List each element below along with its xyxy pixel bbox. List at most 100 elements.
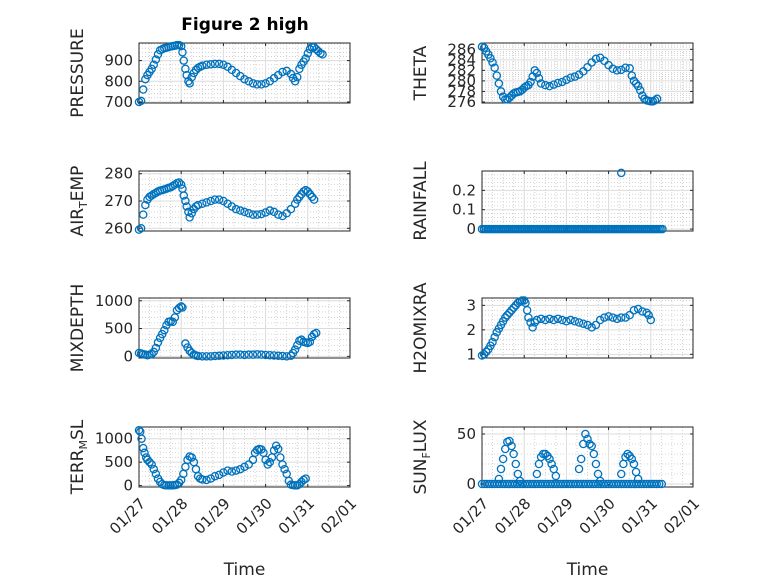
data-point <box>151 55 161 64</box>
y-tick-label: 50 <box>457 425 476 443</box>
data-point <box>566 315 575 325</box>
data-point <box>612 314 622 324</box>
data-point <box>305 44 315 54</box>
data-point <box>549 80 558 89</box>
data-point <box>625 64 634 73</box>
data-point <box>509 303 518 313</box>
data-point <box>274 210 283 219</box>
series-markers <box>134 40 327 107</box>
data-point <box>617 65 626 75</box>
y-tick-label: 282 <box>447 61 476 79</box>
data-point <box>282 352 291 361</box>
data-point <box>585 439 594 449</box>
data-point <box>492 71 502 80</box>
data-point <box>318 50 327 59</box>
y-axis-label: THETA <box>411 45 431 101</box>
data-point <box>168 181 178 191</box>
data-point <box>219 196 228 206</box>
data-point <box>252 80 262 89</box>
subplot-h2omixra: 1 2 3 H2OMIXRA <box>411 282 694 374</box>
y-axis-label: MIXDEPTH <box>68 284 88 373</box>
data-point <box>206 352 215 361</box>
data-point <box>557 77 567 87</box>
minor-grid <box>482 42 693 103</box>
data-point <box>248 210 258 219</box>
series-markers <box>134 178 319 234</box>
data-point <box>479 350 489 359</box>
data-point <box>219 60 228 69</box>
y-tick-label: 260 <box>104 219 133 237</box>
y-tick-label: 280 <box>447 72 476 90</box>
data-point <box>652 94 662 104</box>
data-point <box>297 335 306 344</box>
data-point <box>198 352 207 361</box>
data-point <box>505 436 514 446</box>
data-point <box>187 72 196 82</box>
data-point <box>295 64 304 74</box>
data-point <box>650 96 660 105</box>
data-point <box>583 434 592 444</box>
data-point <box>534 74 544 83</box>
y-axis-label-tail: LUX <box>411 419 431 452</box>
data-point <box>136 96 146 106</box>
data-point <box>202 60 211 69</box>
data-point <box>591 459 601 469</box>
data-point <box>145 457 154 467</box>
y-tick-label: 278 <box>447 82 476 100</box>
data-point <box>265 206 275 215</box>
y-axis-label-main: H2OMIXRA <box>411 282 431 373</box>
y-tick-label: 280 <box>104 165 133 183</box>
data-point <box>604 312 613 321</box>
data-point <box>581 429 590 439</box>
data-point <box>269 351 279 360</box>
data-point <box>627 71 637 80</box>
data-point <box>299 475 308 485</box>
data-point <box>490 332 499 342</box>
data-point <box>494 79 504 88</box>
y-axis-label-sub: T <box>77 201 90 209</box>
data-point <box>507 305 516 315</box>
data-point <box>579 67 588 76</box>
data-point <box>223 466 232 475</box>
y-axis-label: AIRTEMP <box>68 166 90 237</box>
data-point <box>541 80 550 90</box>
data-point <box>172 480 182 489</box>
subplot-pressure: 700 800 900 PRESSURE <box>68 28 351 118</box>
data-point <box>612 66 622 75</box>
data-point <box>151 469 161 479</box>
data-point <box>627 454 637 464</box>
data-point <box>642 308 651 317</box>
data-point <box>496 87 506 96</box>
data-point <box>174 303 184 313</box>
subplot-air_temp: 260 270 280 AIRTEMP <box>68 165 351 237</box>
y-axis-label: PRESSURE <box>68 28 88 117</box>
y-axis-label: H2OMIXRA <box>411 282 431 373</box>
data-point <box>589 449 599 459</box>
minor-grid <box>482 170 693 231</box>
data-point <box>145 192 154 202</box>
data-point <box>244 350 253 359</box>
data-point <box>153 50 163 59</box>
data-point <box>311 328 321 338</box>
data-point <box>657 479 667 489</box>
y-tick-label: 500 <box>104 453 133 471</box>
data-point <box>153 338 163 347</box>
data-point <box>608 64 618 74</box>
y-axis-label-sub: F <box>420 452 433 458</box>
data-point <box>545 454 554 464</box>
data-point <box>652 479 661 489</box>
data-point <box>290 199 300 208</box>
y-tick-label: 286 <box>447 40 476 58</box>
data-point <box>240 207 249 217</box>
data-point <box>176 302 186 311</box>
data-point <box>265 350 275 360</box>
data-point <box>174 178 184 187</box>
axes-box <box>138 42 351 104</box>
data-point <box>182 202 191 211</box>
data-point <box>278 67 287 77</box>
data-point <box>591 320 601 330</box>
data-point <box>206 196 215 206</box>
axes-box <box>481 297 694 359</box>
y-axis-label-tail: SL <box>68 419 88 440</box>
